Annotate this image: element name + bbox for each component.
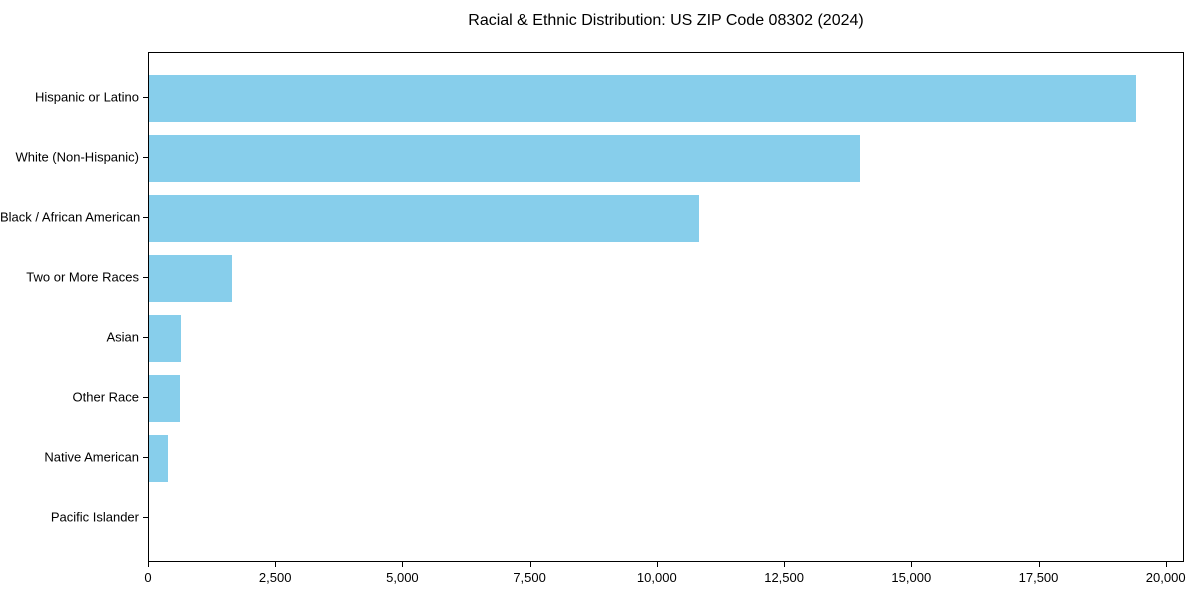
bar-black-african-american — [149, 194, 700, 242]
x-tick-label: 12,500 — [764, 570, 804, 585]
bar-native-american — [149, 434, 169, 482]
y-tick — [143, 397, 148, 398]
bar-hispanic-or-latino — [149, 74, 1137, 122]
y-tick-label: Native American — [44, 449, 139, 465]
chart-title: Racial & Ethnic Distribution: US ZIP Cod… — [468, 12, 864, 29]
x-tick-label: 10,000 — [636, 570, 677, 585]
bar-asian — [149, 314, 182, 362]
y-tick-label: Other Race — [72, 389, 139, 405]
y-tick-label: White (Non-Hispanic) — [15, 149, 139, 165]
y-tick — [143, 337, 148, 338]
x-tick-label: 0 — [144, 570, 152, 585]
y-tick — [143, 457, 148, 458]
plot-area — [148, 52, 1184, 562]
y-tick-label: Black / African American — [0, 209, 141, 225]
x-tick — [275, 562, 277, 567]
x-tick-label: 5,000 — [386, 570, 419, 585]
bar-other-race — [149, 374, 180, 422]
x-tick-label: 15,000 — [891, 570, 932, 585]
x-tick — [784, 562, 786, 567]
x-tick — [1165, 562, 1167, 567]
x-tick — [911, 562, 913, 567]
x-tick — [656, 562, 658, 567]
bar-white-non-hispanic — [149, 134, 860, 182]
y-tick-label: Pacific Islander — [50, 509, 139, 525]
x-tick-label: 17,500 — [1018, 570, 1059, 585]
x-tick-label: 2,500 — [258, 570, 292, 585]
y-tick — [143, 97, 148, 98]
y-tick — [143, 217, 148, 218]
y-tick — [143, 517, 148, 518]
x-tick — [1038, 562, 1040, 567]
y-tick-label: Hispanic or Latino — [34, 89, 139, 105]
x-tick — [529, 562, 531, 567]
bar-two-or-more-races — [149, 254, 232, 302]
x-tick-label: 20,000 — [1145, 570, 1186, 585]
x-tick — [148, 562, 149, 567]
x-tick — [402, 562, 404, 567]
x-tick-label: 7,500 — [513, 570, 546, 585]
y-tick-label: Two or More Races — [26, 269, 139, 285]
y-tick-label: Asian — [106, 329, 139, 345]
y-tick — [143, 277, 148, 278]
y-tick — [143, 157, 148, 158]
